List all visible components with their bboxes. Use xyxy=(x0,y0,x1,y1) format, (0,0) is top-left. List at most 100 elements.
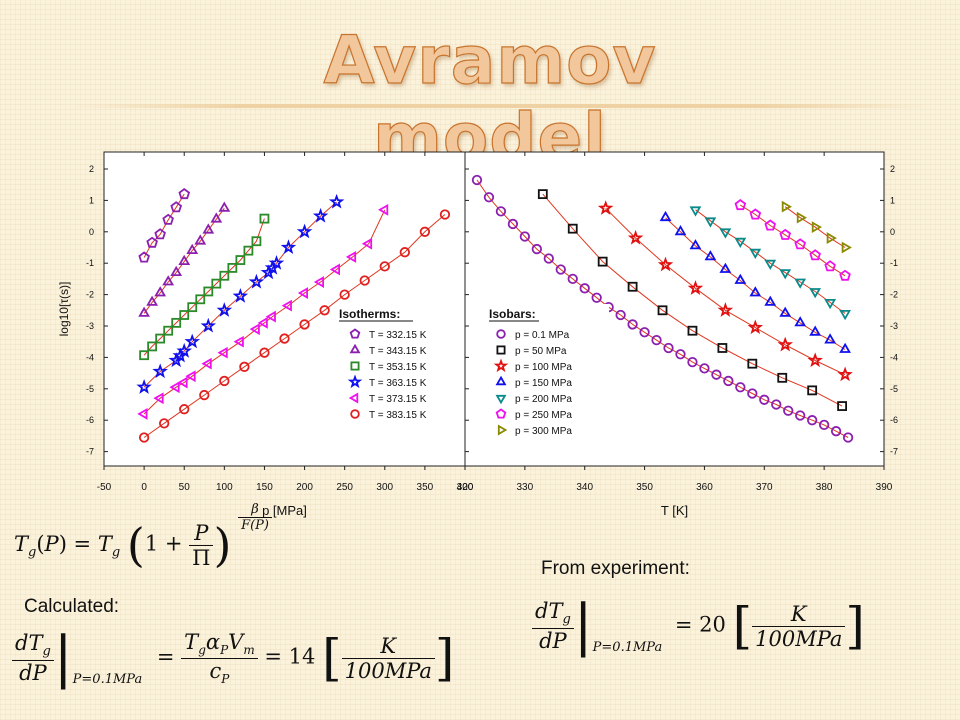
data-point xyxy=(329,263,341,276)
data-point xyxy=(807,415,818,426)
data-point xyxy=(202,223,215,234)
data-point xyxy=(154,286,167,297)
calculated-equation: dTg dP |P=0.1MPa = TgαPVm cP = 14 [K 100MPa] xyxy=(12,630,454,687)
slide-title: Avramov model xyxy=(323,21,657,176)
data-point xyxy=(339,289,350,300)
y-tick-label: -4 xyxy=(890,352,898,362)
data-point xyxy=(783,405,794,416)
data-point xyxy=(219,270,230,281)
data-point xyxy=(615,309,626,321)
data-point xyxy=(179,310,190,320)
data-point xyxy=(345,251,357,263)
data-point xyxy=(232,288,249,303)
y-axis-label: log10[τ(s)] xyxy=(57,282,71,337)
data-point xyxy=(717,343,728,353)
data-point xyxy=(162,275,175,286)
legend-entry: p = 50 MPa xyxy=(515,346,567,357)
x-axis-label: p [MPa] xyxy=(262,503,307,518)
y-tick-label: -3 xyxy=(86,321,94,331)
legend-marker xyxy=(493,358,509,373)
data-point xyxy=(184,333,201,349)
data-point xyxy=(219,375,230,387)
y-tick-label: 0 xyxy=(890,227,895,237)
data-point xyxy=(704,217,717,228)
data-point xyxy=(749,208,762,220)
data-point xyxy=(689,239,702,250)
legend-marker xyxy=(349,343,361,354)
data-point xyxy=(555,264,566,275)
data-point xyxy=(296,223,313,239)
y-tick-label: 0 xyxy=(89,227,94,237)
data-point xyxy=(704,250,717,261)
data-point xyxy=(759,394,770,405)
data-point xyxy=(747,388,758,399)
data-point xyxy=(268,254,285,270)
title-divider xyxy=(70,104,930,108)
data-point xyxy=(146,295,159,306)
data-point xyxy=(711,369,722,380)
experiment-label: From experiment: xyxy=(541,558,690,579)
data-point xyxy=(723,375,734,387)
calculated-label: Calculated: xyxy=(24,596,120,617)
x-tick-label: 350 xyxy=(636,482,653,493)
data-point xyxy=(749,248,762,260)
legend-marker xyxy=(495,375,507,386)
data-point xyxy=(233,335,244,348)
x-tick-label: 0 xyxy=(141,482,147,493)
data-point xyxy=(597,256,608,267)
data-point xyxy=(152,363,168,379)
data-point xyxy=(210,212,223,223)
data-point xyxy=(137,408,148,420)
data-point xyxy=(837,366,853,382)
data-point xyxy=(764,295,777,306)
data-point xyxy=(777,336,794,352)
data-point xyxy=(178,254,191,266)
legend-entry: T = 383.15 K xyxy=(369,410,427,421)
data-point xyxy=(249,323,260,336)
x-tick-label: 350 xyxy=(417,482,434,493)
data-point xyxy=(719,262,732,273)
data-point xyxy=(824,298,837,310)
x-tick-label: 340 xyxy=(576,482,593,493)
calculated-value: 14 xyxy=(288,644,316,669)
data-point xyxy=(146,236,158,248)
data-point xyxy=(764,219,777,231)
x-tick-label: 100 xyxy=(216,482,233,493)
data-point xyxy=(663,342,674,354)
data-point xyxy=(579,283,590,294)
legend-marker xyxy=(496,345,506,355)
data-point xyxy=(159,418,170,429)
data-point xyxy=(227,263,238,273)
data-point xyxy=(170,265,183,277)
data-point xyxy=(567,223,578,234)
legend-entry: T = 373.15 K xyxy=(369,394,427,405)
data-point xyxy=(841,241,852,254)
charts-figure: -50 0 50 100 150 200 250 300 350 400210-1-2-3-4-5… xyxy=(57,151,898,518)
data-point xyxy=(747,358,758,369)
y-tick-label: 1 xyxy=(890,195,895,205)
y-tick-label: 1 xyxy=(89,195,94,205)
data-point xyxy=(203,286,214,297)
legend-marker xyxy=(350,361,360,371)
data-point xyxy=(796,211,807,224)
data-point xyxy=(495,206,507,217)
y-tick-label: 2 xyxy=(89,164,94,174)
data-point xyxy=(734,237,747,248)
data-point xyxy=(687,325,698,336)
data-point xyxy=(299,319,310,330)
y-tick-label: -4 xyxy=(86,352,94,362)
data-point xyxy=(216,302,233,317)
data-point xyxy=(717,302,734,317)
data-point xyxy=(312,207,329,223)
fit-line xyxy=(740,204,846,277)
data-point xyxy=(399,247,410,258)
data-point xyxy=(734,198,747,211)
data-point xyxy=(719,228,732,239)
data-point xyxy=(319,305,330,316)
x-tick-label: 400 xyxy=(457,482,474,493)
experiment-value: 20 xyxy=(699,612,726,637)
data-point xyxy=(627,281,638,292)
data-point xyxy=(379,261,390,272)
data-point xyxy=(591,292,602,303)
legend-marker xyxy=(347,374,363,389)
